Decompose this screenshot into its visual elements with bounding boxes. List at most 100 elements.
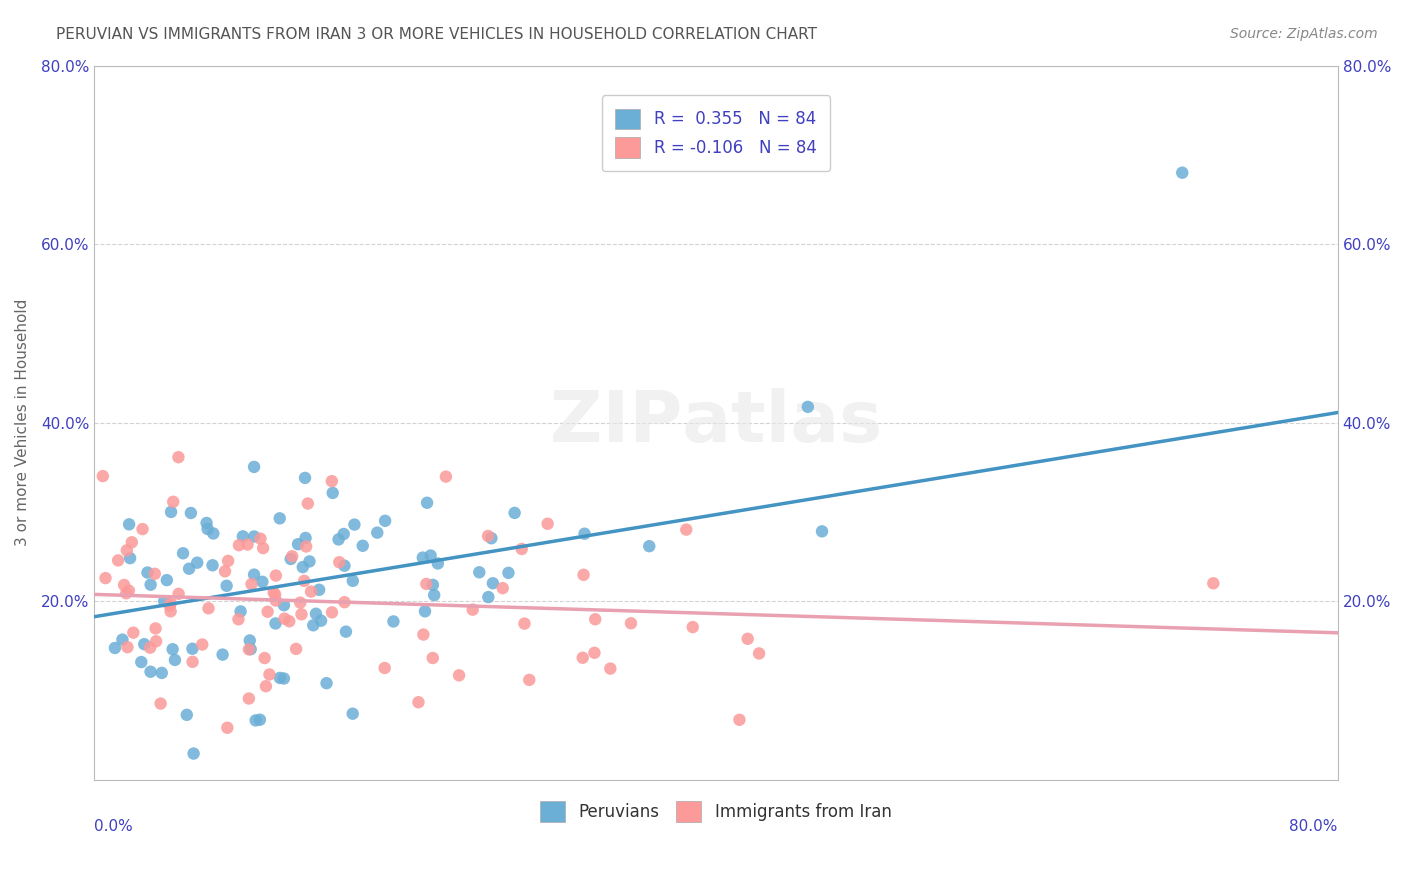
Point — [412, 627, 434, 641]
Point — [269, 511, 291, 525]
Point — [328, 533, 350, 547]
Point — [321, 606, 343, 620]
Point — [287, 537, 309, 551]
Point — [91, 469, 114, 483]
Text: PERUVIAN VS IMMIGRANTS FROM IRAN 3 OR MORE VEHICLES IN HOUSEHOLD CORRELATION CHA: PERUVIAN VS IMMIGRANTS FROM IRAN 3 OR MO… — [56, 27, 817, 42]
Point — [280, 552, 302, 566]
Point — [162, 642, 184, 657]
Point — [1171, 166, 1194, 180]
Point — [285, 641, 308, 656]
Point — [482, 576, 505, 591]
Point — [159, 599, 181, 613]
Point — [163, 653, 186, 667]
Point — [574, 526, 596, 541]
Point — [156, 573, 179, 587]
Point — [536, 516, 558, 531]
Point — [309, 614, 332, 628]
Point — [426, 557, 449, 571]
Point — [638, 539, 661, 553]
Point — [415, 577, 437, 591]
Point — [217, 554, 239, 568]
Point — [273, 612, 295, 626]
Point — [413, 604, 436, 618]
Point — [305, 607, 328, 621]
Point — [197, 522, 219, 536]
Point — [162, 495, 184, 509]
Point — [214, 564, 236, 578]
Point — [259, 667, 281, 681]
Point — [422, 578, 444, 592]
Point — [145, 634, 167, 648]
Point — [416, 496, 439, 510]
Point — [252, 574, 274, 589]
Point — [333, 558, 356, 573]
Point — [572, 567, 595, 582]
Point — [737, 632, 759, 646]
Point — [229, 604, 252, 618]
Point — [238, 691, 260, 706]
Text: 80.0%: 80.0% — [1289, 819, 1337, 834]
Point — [620, 616, 643, 631]
Point — [159, 596, 181, 610]
Point — [269, 671, 291, 685]
Point — [217, 721, 239, 735]
Point — [160, 505, 183, 519]
Point — [94, 571, 117, 585]
Point — [243, 529, 266, 543]
Point — [112, 578, 135, 592]
Point — [136, 566, 159, 580]
Point — [477, 590, 499, 604]
Point — [264, 588, 287, 602]
Point — [243, 567, 266, 582]
Point — [571, 650, 593, 665]
Point — [315, 676, 337, 690]
Point — [120, 551, 142, 566]
Point — [245, 714, 267, 728]
Point — [374, 661, 396, 675]
Point — [503, 506, 526, 520]
Point — [294, 531, 316, 545]
Point — [412, 550, 434, 565]
Point — [343, 517, 366, 532]
Point — [332, 527, 354, 541]
Point — [238, 642, 260, 657]
Point — [253, 651, 276, 665]
Point — [111, 632, 134, 647]
Point — [139, 577, 162, 591]
Point — [197, 601, 219, 615]
Point — [228, 612, 250, 626]
Point — [583, 646, 606, 660]
Point — [374, 514, 396, 528]
Point — [145, 622, 167, 636]
Point — [290, 596, 312, 610]
Point — [236, 537, 259, 551]
Point — [243, 459, 266, 474]
Legend: Peruvians, Immigrants from Iran: Peruvians, Immigrants from Iran — [534, 795, 898, 829]
Point — [599, 662, 621, 676]
Point — [281, 549, 304, 564]
Point — [328, 555, 350, 569]
Point — [191, 638, 214, 652]
Point — [583, 612, 606, 626]
Point — [195, 516, 218, 530]
Point — [434, 469, 457, 483]
Text: 0.0%: 0.0% — [94, 819, 134, 834]
Point — [159, 604, 181, 618]
Point — [249, 713, 271, 727]
Point — [517, 673, 540, 687]
Point — [181, 655, 204, 669]
Point — [201, 558, 224, 573]
Point — [264, 568, 287, 582]
Point — [513, 616, 536, 631]
Point — [232, 529, 254, 543]
Point — [342, 574, 364, 588]
Point — [468, 566, 491, 580]
Point — [149, 697, 172, 711]
Point — [1202, 576, 1225, 591]
Point — [263, 585, 285, 599]
Point — [249, 532, 271, 546]
Point — [682, 620, 704, 634]
Point — [291, 560, 314, 574]
Point — [408, 695, 430, 709]
Point — [321, 474, 343, 488]
